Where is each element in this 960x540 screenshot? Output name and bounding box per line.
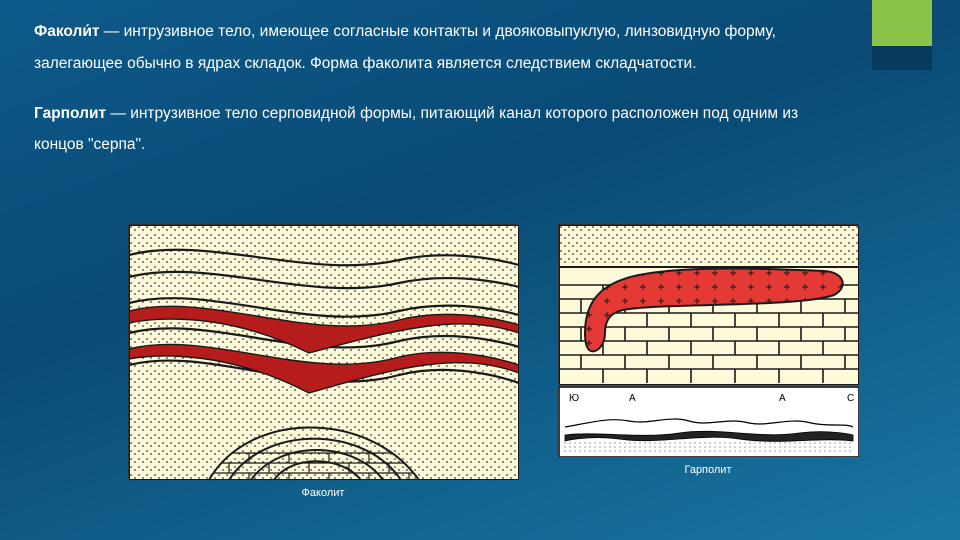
term-harpolith: Гарполит xyxy=(34,105,106,122)
accent-tab xyxy=(872,0,932,46)
slide-text: Факоли́т — интрузивное тело, имеющее сог… xyxy=(34,16,850,161)
definition-phacolith: — интрузивное тело, имеющее согласные ко… xyxy=(34,23,776,72)
svg-text:А: А xyxy=(779,393,786,404)
figure-phacolith-image xyxy=(128,224,518,479)
term-phacolith: Факоли́т xyxy=(34,23,99,40)
figure-phacolith: Факолит xyxy=(128,224,518,499)
svg-text:А: А xyxy=(629,393,636,404)
paragraph-harpolith: Гарполит — интрузивное тело серповидной … xyxy=(34,98,850,162)
svg-text:Ю: Ю xyxy=(569,393,579,404)
caption-harpolith: Гарполит xyxy=(684,464,731,476)
figure-harpolith: Ю А А С Гарполит xyxy=(558,224,858,476)
paragraph-phacolith: Факоли́т — интрузивное тело, имеющее сог… xyxy=(34,16,850,80)
accent-tab-shadow xyxy=(872,46,932,70)
figure-harpolith-image-section: ЮААС xyxy=(558,386,858,456)
figure-harpolith-image-top xyxy=(558,224,858,384)
figures-row: Факолит Ю А А С Гарполит xyxy=(128,224,858,499)
definition-harpolith: — интрузивное тело серповидной формы, пи… xyxy=(34,105,798,154)
caption-phacolith: Факолит xyxy=(302,487,345,499)
svg-text:С: С xyxy=(847,393,854,404)
